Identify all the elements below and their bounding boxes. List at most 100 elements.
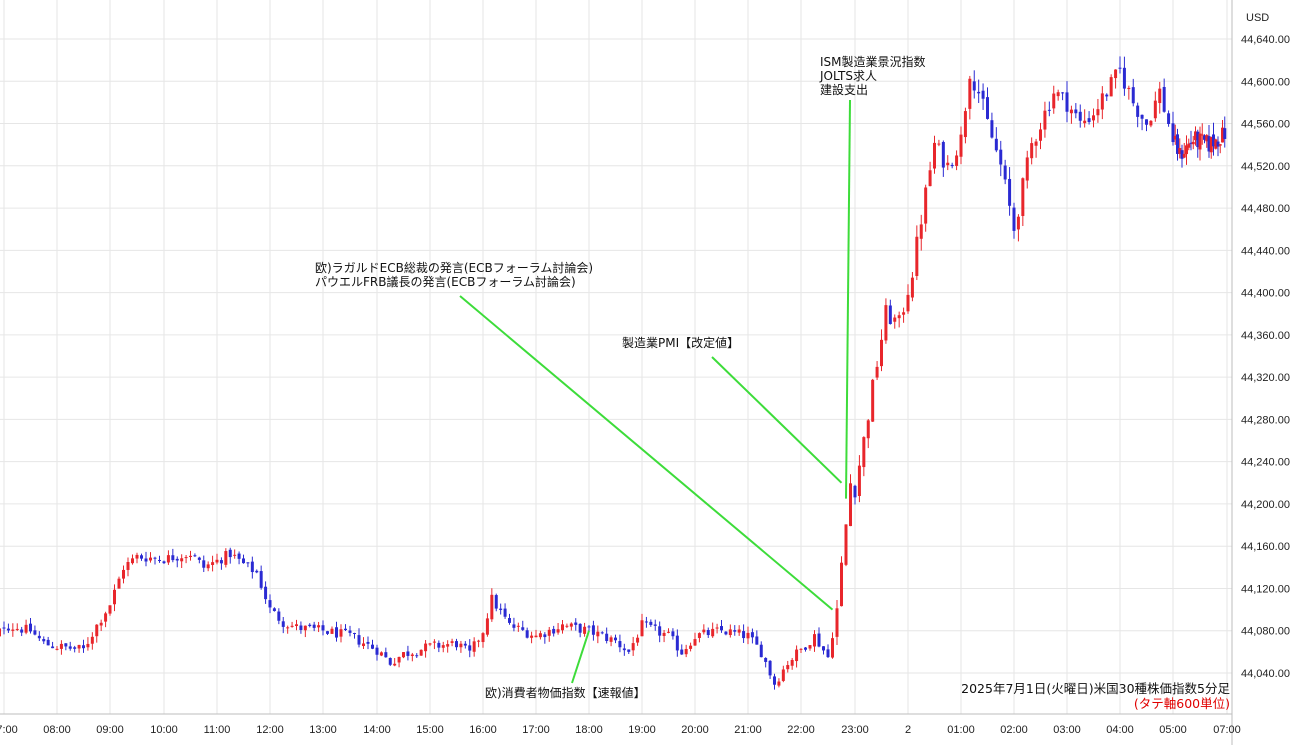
candle-up <box>746 632 750 639</box>
candle-down <box>600 632 604 634</box>
candle-up <box>104 613 108 622</box>
candle-up <box>1209 137 1213 153</box>
candle-down <box>1065 92 1069 112</box>
candle-up <box>1092 115 1095 121</box>
y-tick-label: 44,480.00 <box>1241 203 1290 215</box>
y-tick-label: 44,280.00 <box>1241 414 1290 426</box>
candle-down <box>64 643 68 647</box>
candle-up <box>1221 127 1224 143</box>
candle-down <box>680 649 684 655</box>
candle-up <box>317 625 321 628</box>
annotation-line <box>845 99 851 499</box>
candle-up <box>963 111 967 138</box>
x-tick-label: 16:00 <box>469 724 497 736</box>
candle-up <box>693 639 697 646</box>
candle-up <box>1153 100 1157 119</box>
candle-down <box>853 485 857 498</box>
candle-up <box>135 554 139 559</box>
candle-up <box>781 669 785 681</box>
candle-down <box>999 149 1003 165</box>
candle-up <box>534 635 538 638</box>
candle-down <box>1118 67 1122 69</box>
x-tick-label: 07:00 <box>1213 724 1241 736</box>
y-tick-label: 44,320.00 <box>1241 372 1290 384</box>
candle-down <box>237 553 241 559</box>
candle-down <box>552 628 556 634</box>
candle-up <box>813 634 816 647</box>
candle-up <box>15 628 19 630</box>
candle-up <box>1191 141 1195 145</box>
candle-down <box>1061 92 1065 94</box>
candle-down <box>353 633 356 635</box>
candle-up <box>884 305 888 341</box>
candle-down <box>415 655 419 657</box>
candle-up <box>777 681 781 686</box>
candle-up <box>99 622 103 626</box>
x-tick-label: 22:00 <box>787 724 815 736</box>
candle-down <box>6 628 10 631</box>
candle-up <box>362 643 365 647</box>
annotation-line <box>459 295 834 611</box>
candle-up <box>875 366 879 378</box>
candle-down <box>591 625 595 635</box>
candle-up <box>184 557 188 559</box>
candle-up <box>339 629 343 637</box>
y-tick-label: 44,400.00 <box>1241 288 1290 300</box>
candle-up <box>490 594 494 620</box>
candle-up <box>946 162 950 166</box>
candle-up <box>547 629 551 636</box>
candle-down <box>622 648 626 651</box>
candle-down <box>720 626 723 631</box>
candle-up <box>122 569 125 579</box>
candle-up <box>211 562 215 565</box>
candle-down <box>1189 142 1193 144</box>
candle-down <box>618 641 622 648</box>
candle-down <box>759 644 763 658</box>
candle-up <box>1043 110 1047 130</box>
candle-down <box>1136 105 1140 117</box>
candle-up <box>1034 141 1038 146</box>
candle-up <box>180 558 184 562</box>
candle-down <box>649 621 653 625</box>
candle-down <box>525 630 529 638</box>
candle-down <box>614 637 617 641</box>
candle-up <box>933 142 936 169</box>
candle-up <box>95 624 99 637</box>
candle-up <box>286 627 290 629</box>
candle-up <box>11 629 15 631</box>
candle-down <box>308 624 312 627</box>
candle-up <box>795 649 799 662</box>
candle-up <box>790 659 794 666</box>
x-tick-label: 11:00 <box>204 724 231 736</box>
candle-up <box>1030 143 1034 159</box>
candle-down <box>733 630 737 632</box>
candle-down <box>219 560 223 564</box>
candle-up <box>565 625 569 627</box>
annotation-line <box>711 356 843 484</box>
candle-up <box>1187 143 1191 148</box>
candle-up <box>667 631 670 633</box>
candle-up <box>290 625 294 627</box>
candle-up <box>711 628 715 637</box>
candle-up <box>149 557 152 561</box>
x-tick-label: 01:00 <box>947 724 975 736</box>
annotation-label: 製造業PMI【改定値】 <box>622 335 739 350</box>
candle-up <box>1109 77 1113 97</box>
x-tick-label: 20:00 <box>681 724 709 736</box>
candle-up <box>902 312 906 315</box>
y-tick-label: 44,120.00 <box>1241 583 1290 595</box>
candle-down <box>990 120 994 138</box>
candle-up <box>441 645 445 648</box>
candle-up <box>968 78 972 109</box>
candle-down <box>193 555 197 557</box>
candle-up <box>459 643 463 648</box>
candle-up <box>215 559 219 563</box>
candle-up <box>108 605 112 614</box>
candle-up <box>689 645 693 649</box>
candle-up <box>1218 144 1222 146</box>
candle-down <box>246 562 250 564</box>
candle-down <box>242 558 245 564</box>
candle-down <box>20 629 24 633</box>
candle-up <box>640 620 644 637</box>
x-tick-label: 04:00 <box>1106 724 1134 736</box>
